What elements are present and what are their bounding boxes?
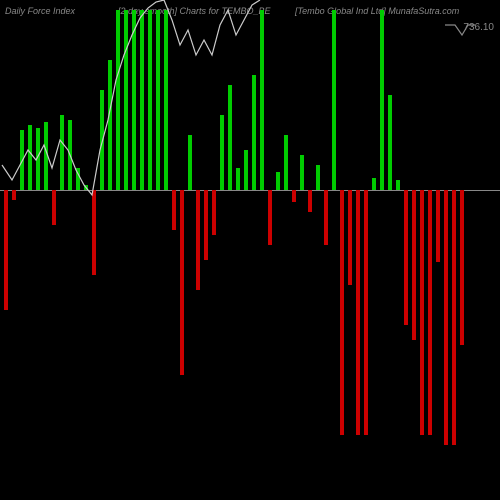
positive-bar [156,10,160,190]
positive-bar [148,10,152,190]
positive-bar [124,10,128,190]
positive-bar [388,95,392,190]
negative-bar [404,190,408,325]
negative-bar [364,190,368,435]
positive-bar [28,125,32,190]
positive-bar [164,10,168,190]
positive-bar [108,60,112,190]
positive-bar [20,130,24,190]
negative-bar [444,190,448,445]
positive-bar [36,128,40,190]
negative-bar [292,190,296,202]
negative-bar [52,190,56,225]
positive-bar [44,122,48,190]
positive-bar [372,178,376,190]
positive-bar [252,75,256,190]
positive-bar [220,115,224,190]
positive-bar [260,10,264,190]
negative-bar [324,190,328,245]
positive-bar [236,168,240,190]
positive-bar [132,10,136,190]
negative-bar [92,190,96,275]
positive-bar [60,115,64,190]
negative-bar [412,190,416,340]
positive-bar [100,90,104,190]
negative-bar [308,190,312,212]
positive-bar [300,155,304,190]
negative-bar [428,190,432,435]
negative-bar [452,190,456,445]
bars-container [0,0,500,500]
positive-bar [188,135,192,190]
positive-bar [332,10,336,190]
negative-bar [12,190,16,200]
force-index-chart: Daily Force Index [2 day smooth] Charts … [0,0,500,500]
positive-bar [84,185,88,190]
negative-bar [180,190,184,375]
negative-bar [340,190,344,435]
negative-bar [172,190,176,230]
positive-bar [244,150,248,190]
positive-bar [380,10,384,190]
negative-bar [348,190,352,285]
positive-bar [316,165,320,190]
negative-bar [268,190,272,245]
negative-bar [420,190,424,435]
negative-bar [212,190,216,235]
negative-bar [4,190,8,310]
negative-bar [460,190,464,345]
positive-bar [68,120,72,190]
negative-bar [356,190,360,435]
positive-bar [284,135,288,190]
negative-bar [204,190,208,260]
positive-bar [396,180,400,190]
positive-bar [276,172,280,190]
negative-bar [196,190,200,290]
positive-bar [76,168,80,190]
positive-bar [228,85,232,190]
negative-bar [436,190,440,262]
positive-bar [116,10,120,190]
positive-bar [140,10,144,190]
